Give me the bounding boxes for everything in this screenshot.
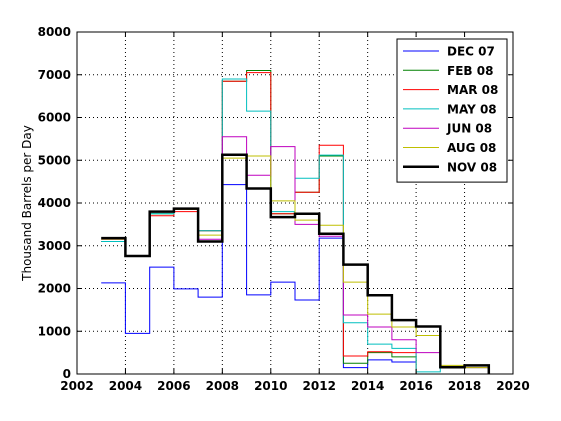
y-tick-label: 7000 [38,68,71,82]
legend-box [396,38,508,183]
x-tick-label: 2002 [60,379,93,393]
legend-label: DEC 07 [447,45,495,59]
x-tick-label: 2008 [206,379,239,393]
y-tick-label: 3000 [38,239,71,253]
tick-labels: 2002 2004 2006 2008 2010 2012 2014 2016 2018 2020… [38,25,530,393]
y-tick-label: 1000 [38,324,71,338]
legend-label: AUG 08 [447,141,496,155]
y-tick-label: 8000 [38,25,71,39]
axis-ticks [76,31,514,375]
series-line-nov-08 [101,153,491,374]
y-tick-label: 6000 [38,111,71,125]
x-tick-label: 2004 [109,379,142,393]
legend-label: MAY 08 [447,102,497,116]
y-axis-label: Thousand Barrels per Day [20,125,34,282]
series-line-dec-07 [101,184,417,369]
legend-label: FEB 08 [447,64,493,78]
x-tick-label: 2012 [303,379,336,393]
x-tick-label: 2006 [157,379,190,393]
legend-label: JUN 08 [446,122,492,136]
x-tick-label: 2016 [399,379,432,393]
y-tick-label: 2000 [38,282,71,296]
legend-label: MAR 08 [447,83,498,97]
legend: DEC 07 FEB 08 MAR 08 MAY 08 JUN 08 AUG 08 NOV … [396,38,508,183]
y-tick-label: 5000 [38,153,71,167]
y-tick-label: 4000 [38,196,71,210]
x-tick-label: 2018 [448,379,481,393]
y-tick-label: 0 [63,367,71,381]
series-layer [101,70,491,375]
x-tick-label: 2014 [351,379,384,393]
x-tick-label: 2020 [496,379,529,393]
legend-label: NOV 08 [447,160,497,174]
x-tick-label: 2010 [254,379,287,393]
